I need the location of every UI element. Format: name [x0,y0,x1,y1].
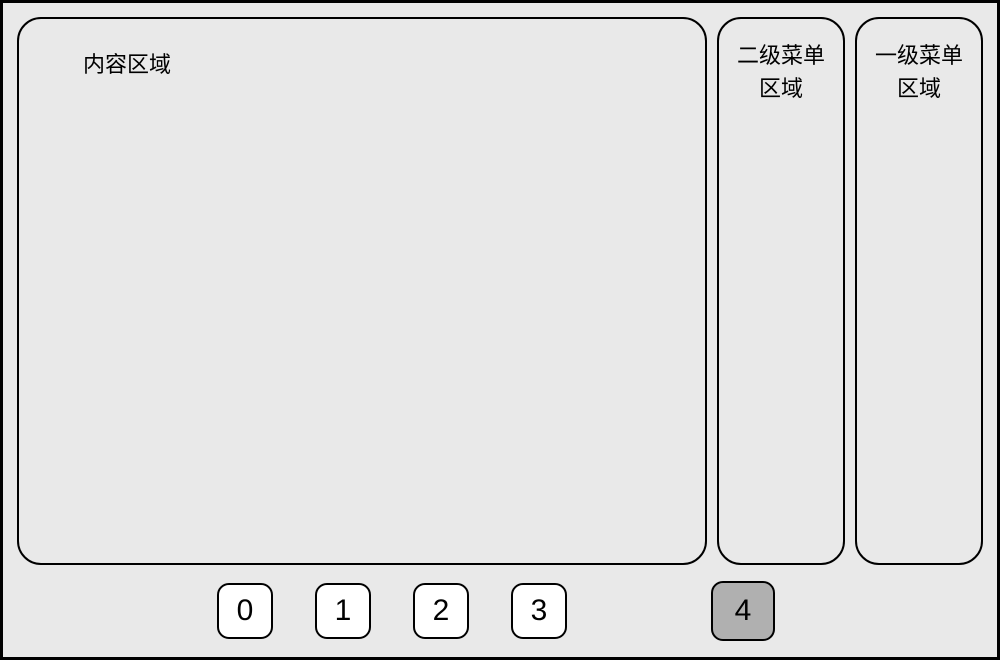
secondary-menu-panel: 二级菜单 区域 [717,17,845,565]
secondary-menu-label: 二级菜单 区域 [719,39,843,105]
tab-button-1[interactable]: 1 [315,583,371,639]
tab-bar: 0 1 2 3 4 [17,565,983,643]
tab-button-3[interactable]: 3 [511,583,567,639]
primary-menu-label-line1: 一级菜单 [875,43,963,68]
app-frame: 内容区域 二级菜单 区域 一级菜单 区域 0 1 2 3 4 [0,0,1000,660]
tab-active-wrap: 4 [711,581,775,641]
tab-button-2[interactable]: 2 [413,583,469,639]
tab-group: 0 1 2 3 [217,583,567,639]
primary-menu-label: 一级菜单 区域 [857,39,981,105]
content-area-panel: 内容区域 [17,17,707,565]
primary-menu-label-line2: 区域 [897,76,941,101]
tab-button-4[interactable]: 4 [711,581,775,641]
tab-button-0[interactable]: 0 [217,583,273,639]
upper-row: 内容区域 二级菜单 区域 一级菜单 区域 [17,17,983,565]
primary-menu-panel: 一级菜单 区域 [855,17,983,565]
content-area-label: 内容区域 [83,47,705,79]
secondary-menu-label-line1: 二级菜单 [737,43,825,68]
secondary-menu-label-line2: 区域 [759,76,803,101]
